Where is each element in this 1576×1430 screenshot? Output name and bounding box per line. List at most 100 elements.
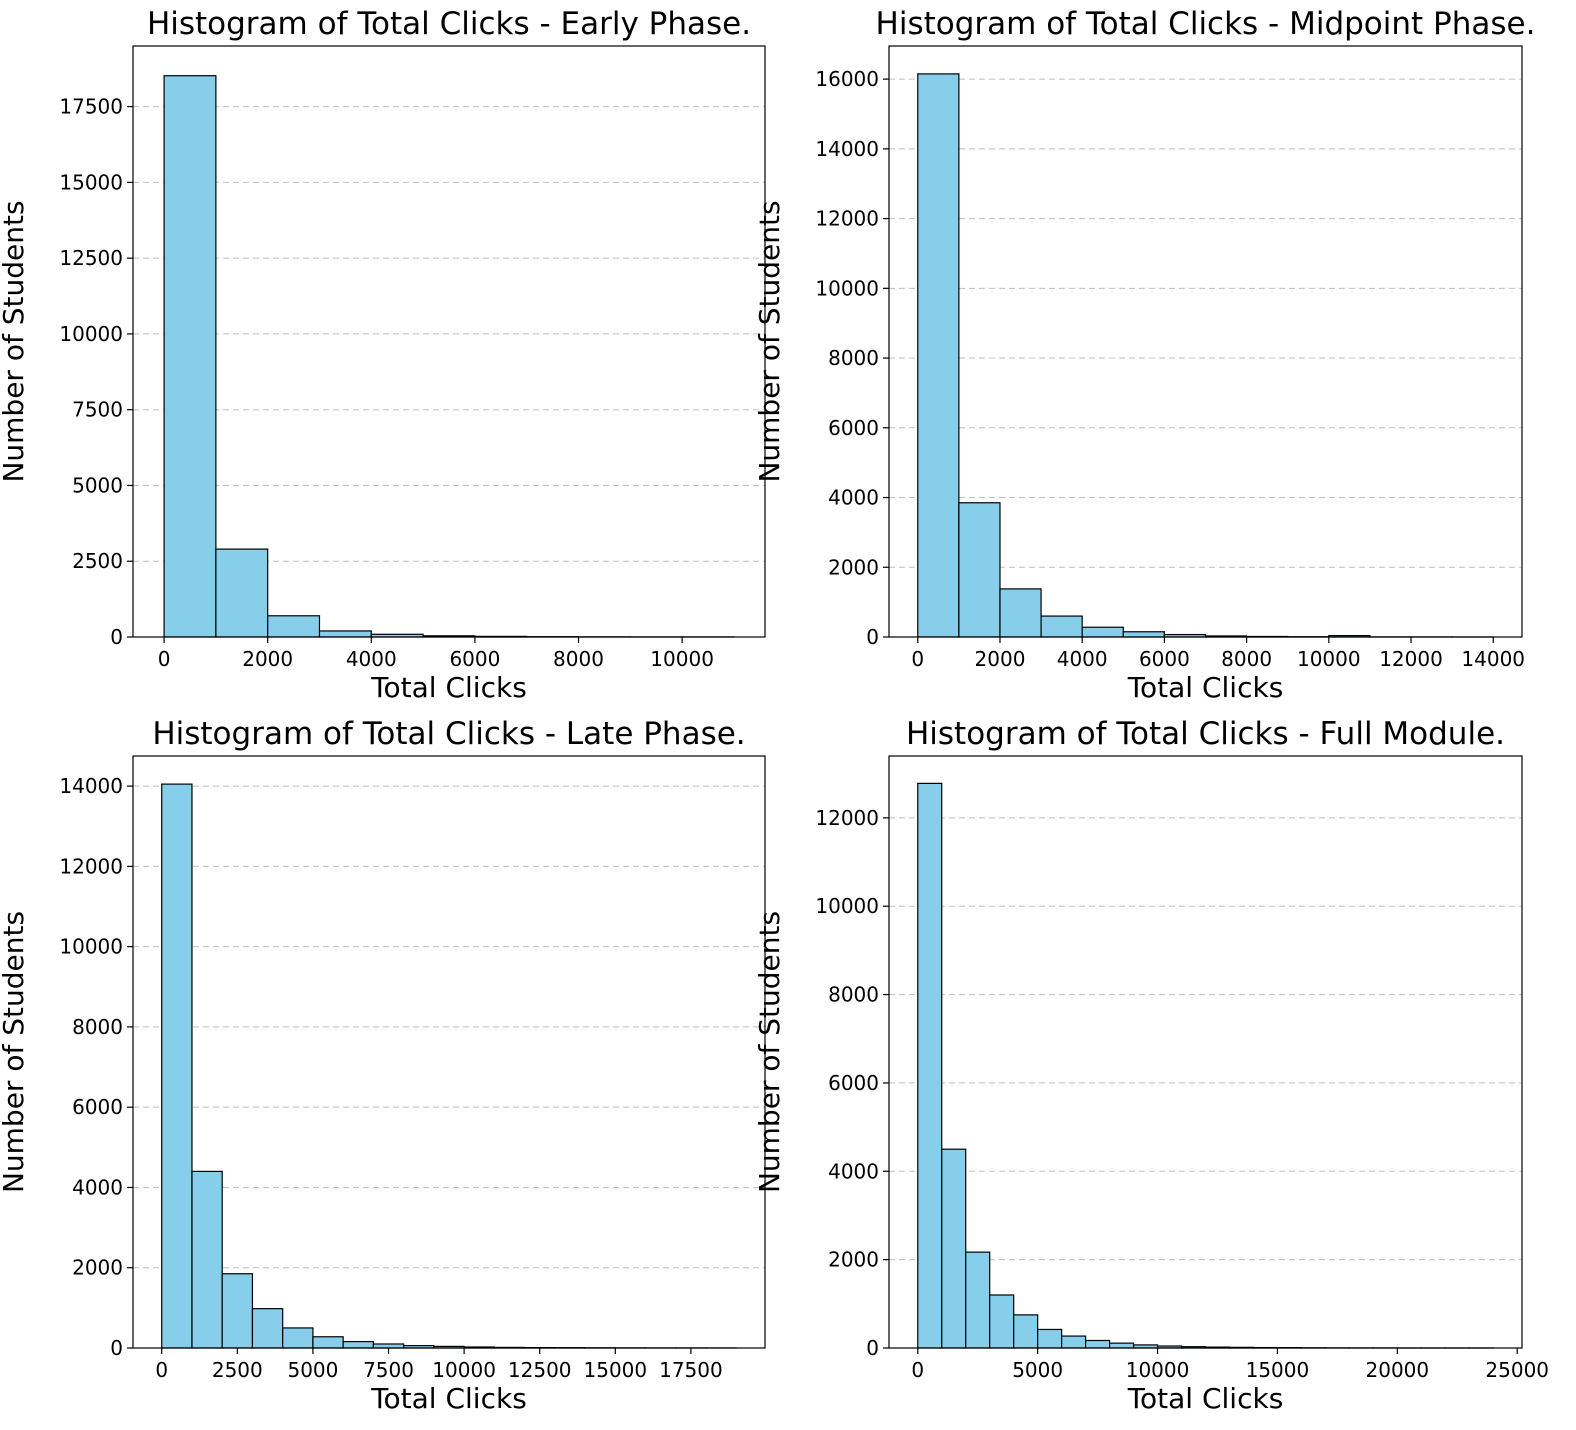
x-tick-label: 20000 [1366,1358,1430,1382]
histogram-bar [267,615,321,638]
subplot-3: 0 2500 5000 7500 10000 12500 15000 17500 0 2000 40… [0,716,766,1415]
y-tick-label: 7500 [72,398,123,422]
histogram-bar [221,1273,254,1349]
x-tick-label: 4000 [346,647,397,671]
y-tick-label: 6000 [828,1071,879,1095]
histogram-bar [1040,615,1083,638]
x-tick-label: 10000 [1297,647,1361,671]
y-tick-label: 17500 [59,95,123,119]
subplot-1: 0 2000 4000 6000 8000 10000 0 2500 5000 7500 10000… [0,6,766,704]
histogram-bar [999,588,1042,638]
histogram-bar [251,1308,284,1349]
histogram-bar [965,1251,991,1349]
y-tick-label: 12000 [59,854,123,878]
subplot-2: 0 2000 4000 6000 8000 10000 12000 14000 0 2000 400… [753,6,1535,704]
histogram-bar [161,783,193,1349]
x-tick-label: 0 [911,647,924,671]
y-tick-label: 5000 [72,473,123,497]
chart-title: Histogram of Total Clicks - Early Phase. [147,6,751,42]
y-tick-label: 14000 [59,774,123,798]
y-axis-label: Number of Students [0,911,30,1193]
x-tick-label: 5000 [1012,1358,1063,1382]
y-tick-label: 10000 [59,322,123,346]
histogram-bar [941,1148,967,1349]
x-tick-label: 15000 [1246,1358,1310,1382]
axes-frame [132,45,766,638]
histogram-bar [342,1340,375,1349]
histogram-bar [372,1343,405,1349]
y-tick-label: 12500 [59,246,123,270]
x-tick-label: 25000 [1485,1358,1549,1382]
y-tick-label: 10000 [59,935,123,959]
y-tick-label: 4000 [828,486,879,510]
x-tick-label: 17500 [659,1358,723,1382]
x-tick-label: 0 [158,647,171,671]
y-tick-label: 6000 [828,416,879,440]
histogram-bar [282,1327,314,1349]
x-tick-label: 12500 [508,1358,572,1382]
y-tick-label: 8000 [828,983,879,1007]
histogram-bar [1037,1328,1063,1349]
y-tick-label: 0 [110,1336,123,1360]
x-tick-label: 2000 [975,647,1026,671]
y-axis-label: Number of Students [753,911,786,1193]
y-tick-label: 16000 [815,67,879,91]
x-axis-label: Total Clicks [1127,1382,1284,1415]
x-tick-label: 10000 [1126,1358,1190,1382]
y-tick-label: 12000 [815,806,879,830]
histogram-bar [1108,1342,1135,1349]
x-tick-label: 15000 [584,1358,648,1382]
y-tick-label: 0 [110,625,123,649]
y-tick-label: 8000 [828,346,879,370]
y-axis-label: Number of Students [0,200,30,482]
y-tick-label: 2000 [828,1248,879,1272]
x-axis-label: Total Clicks [1127,671,1284,704]
x-tick-label: 10000 [650,647,714,671]
x-tick-label: 12000 [1379,647,1443,671]
x-tick-label: 5000 [287,1358,338,1382]
histogram-bar [1013,1314,1039,1349]
chart-title: Histogram of Total Clicks - Full Module. [906,716,1505,752]
y-tick-label: 6000 [72,1095,123,1119]
x-tick-label: 0 [911,1358,924,1382]
axes-frame [132,755,766,1349]
histogram-bar [989,1294,1015,1349]
histogram-bar [1081,626,1124,638]
histogram-bar [1122,631,1165,638]
x-tick-label: 2000 [242,647,293,671]
x-tick-label: 0 [155,1358,168,1382]
x-tick-label: 10000 [432,1358,496,1382]
y-tick-label: 14000 [815,137,879,161]
x-tick-label: 4000 [1057,647,1108,671]
y-tick-label: 4000 [72,1175,123,1199]
y-tick-label: 2500 [72,549,123,573]
axes-frame [888,755,1523,1349]
y-tick-label: 4000 [828,1159,879,1183]
y-tick-label: 12000 [815,207,879,231]
x-tick-label: 6000 [449,647,500,671]
y-tick-label: 0 [866,625,879,649]
y-tick-label: 0 [866,1336,879,1360]
y-axis-label: Number of Students [753,200,786,482]
histogram-bar [917,782,943,1349]
histogram-bar [318,630,372,638]
histogram-bar [1085,1339,1111,1349]
y-tick-label: 10000 [815,894,879,918]
histogram-bar [958,502,1001,638]
subplot-4: 0 5000 10000 15000 20000 25000 0 2000 4000 6000 80… [753,716,1549,1415]
histogram-bar [312,1336,344,1349]
histogram-bar [191,1170,223,1349]
y-tick-label: 8000 [72,1015,123,1039]
axes-frame [888,45,1523,638]
x-tick-label: 8000 [553,647,604,671]
x-tick-label: 14000 [1461,647,1525,671]
histogram-bar [917,73,960,638]
y-tick-label: 2000 [828,555,879,579]
chart-title: Histogram of Total Clicks - Late Phase. [152,716,745,752]
histogram-bar [1061,1335,1087,1349]
histogram-bar [163,75,217,638]
x-tick-label: 6000 [1139,647,1190,671]
y-tick-label: 10000 [815,276,879,300]
x-tick-label: 7500 [363,1358,414,1382]
